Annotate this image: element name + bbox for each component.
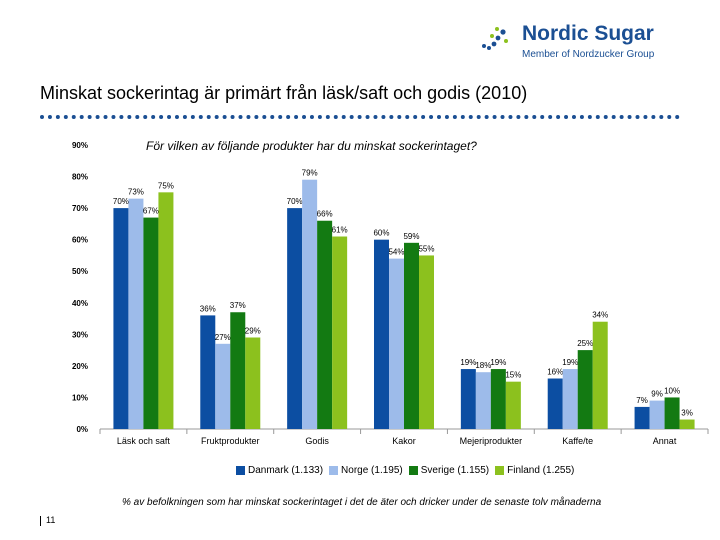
bar-norge xyxy=(215,343,231,429)
x-tick-label: Kakor xyxy=(392,436,416,446)
legend-item: Danmark (1.133) xyxy=(236,465,323,476)
data-label: 66% xyxy=(317,210,333,219)
bar-norge xyxy=(302,179,318,429)
bar-sverige xyxy=(404,242,419,429)
bar-danmark xyxy=(200,315,216,429)
x-tick-label: Läsk och saft xyxy=(117,436,171,446)
bar-finland xyxy=(245,337,261,429)
legend-swatch xyxy=(408,465,418,475)
bar-sverige xyxy=(577,350,593,429)
legend-item: Norge (1.195) xyxy=(329,465,403,476)
data-label: 9% xyxy=(651,390,663,399)
data-label: 79% xyxy=(302,169,318,178)
y-tick-label: 50% xyxy=(72,267,88,276)
bar-sverige xyxy=(143,217,159,429)
data-label: 55% xyxy=(418,244,434,253)
legend-label: Danmark (1.133) xyxy=(248,464,324,476)
bar-danmark xyxy=(460,369,476,429)
data-label: 18% xyxy=(475,361,491,370)
y-tick-label: 90% xyxy=(72,141,88,150)
y-tick-label: 10% xyxy=(72,393,88,402)
bar-norge xyxy=(562,369,578,429)
bar-finland xyxy=(158,192,174,429)
y-tick-label: 40% xyxy=(72,299,88,308)
data-label: 27% xyxy=(215,333,231,342)
bar-sverige xyxy=(317,220,333,429)
bar-sverige xyxy=(664,397,680,429)
x-tick-label: Mejeriprodukter xyxy=(460,436,523,446)
data-label: 19% xyxy=(490,358,506,367)
logo-subtitle: Member of Nordzucker Group xyxy=(522,49,655,60)
chart-question: För vilken av följande produkter har du … xyxy=(146,139,477,153)
data-label: 7% xyxy=(636,396,648,405)
data-label: 70% xyxy=(113,197,129,206)
legend-swatch xyxy=(495,465,505,475)
chart-legend: Danmark (1.133) Norge (1.195) Sverige (1.1… xyxy=(236,463,574,477)
bar-norge xyxy=(389,258,404,429)
page-number: 11 xyxy=(46,515,56,525)
legend-swatch xyxy=(329,465,339,475)
data-label: 19% xyxy=(562,358,578,367)
x-tick-label: Godis xyxy=(305,436,329,446)
data-label: 15% xyxy=(505,371,521,380)
y-tick-label: 30% xyxy=(72,330,88,339)
footnote: % av befolkningen som har minskat socker… xyxy=(122,497,602,508)
bar-finland xyxy=(332,236,348,429)
legend-item: Finland (1.255) xyxy=(495,465,574,476)
data-label: 73% xyxy=(128,188,144,197)
data-label: 3% xyxy=(681,409,693,418)
y-tick-label: 70% xyxy=(72,204,88,213)
logo-name: Nordic Sugar xyxy=(522,22,654,45)
data-label: 36% xyxy=(200,304,216,313)
legend-label: Finland (1.255) xyxy=(507,464,575,476)
bar-norge xyxy=(128,198,144,429)
legend-item: Sverige (1.155) xyxy=(408,464,490,476)
bar-finland xyxy=(419,255,434,429)
bar-danmark xyxy=(113,208,129,429)
data-label: 60% xyxy=(373,229,389,238)
bar-danmark xyxy=(634,406,650,429)
data-label: 75% xyxy=(158,181,174,190)
legend-label: Norge (1.195) xyxy=(341,464,403,476)
data-label: 25% xyxy=(577,339,593,348)
bar-finland xyxy=(505,381,521,429)
data-label: 29% xyxy=(245,326,261,335)
data-label: 59% xyxy=(403,232,419,241)
y-tick-label: 0% xyxy=(76,425,88,434)
data-label: 70% xyxy=(287,197,303,206)
bar-sverige xyxy=(490,369,506,429)
page-title: Minskat sockerintag är primärt från läsk… xyxy=(40,83,528,103)
bar-danmark xyxy=(374,239,389,429)
y-tick-label: 80% xyxy=(72,173,88,182)
data-label: 67% xyxy=(143,207,159,216)
title-divider xyxy=(40,115,680,119)
bar-sverige xyxy=(230,312,246,429)
bar-norge xyxy=(475,372,491,429)
bar-danmark xyxy=(547,378,563,429)
bar-danmark xyxy=(287,208,303,429)
bar-finland xyxy=(679,419,695,429)
x-tick-label: Kaffe/te xyxy=(562,436,593,446)
nordic-sugar-logo: Nordic Sugar Member of Nordzucker Group xyxy=(476,22,676,66)
data-label: 34% xyxy=(592,311,608,320)
x-tick-label: Annat xyxy=(653,436,677,446)
legend-swatch xyxy=(236,465,245,475)
logo-mark-icon xyxy=(482,27,508,50)
y-tick-label: 60% xyxy=(72,236,88,245)
page-divider xyxy=(40,516,41,526)
x-tick-label: Fruktprodukter xyxy=(201,436,260,446)
data-label: 37% xyxy=(230,301,246,310)
data-label: 19% xyxy=(460,358,476,367)
data-label: 61% xyxy=(332,226,348,235)
bar-finland xyxy=(592,321,608,429)
bar-norge xyxy=(649,400,665,429)
data-label: 54% xyxy=(388,248,404,257)
data-label: 10% xyxy=(664,386,680,395)
data-label: 16% xyxy=(547,368,563,377)
legend-label: Sverige (1.155) xyxy=(420,464,490,476)
y-tick-label: 20% xyxy=(72,362,88,371)
